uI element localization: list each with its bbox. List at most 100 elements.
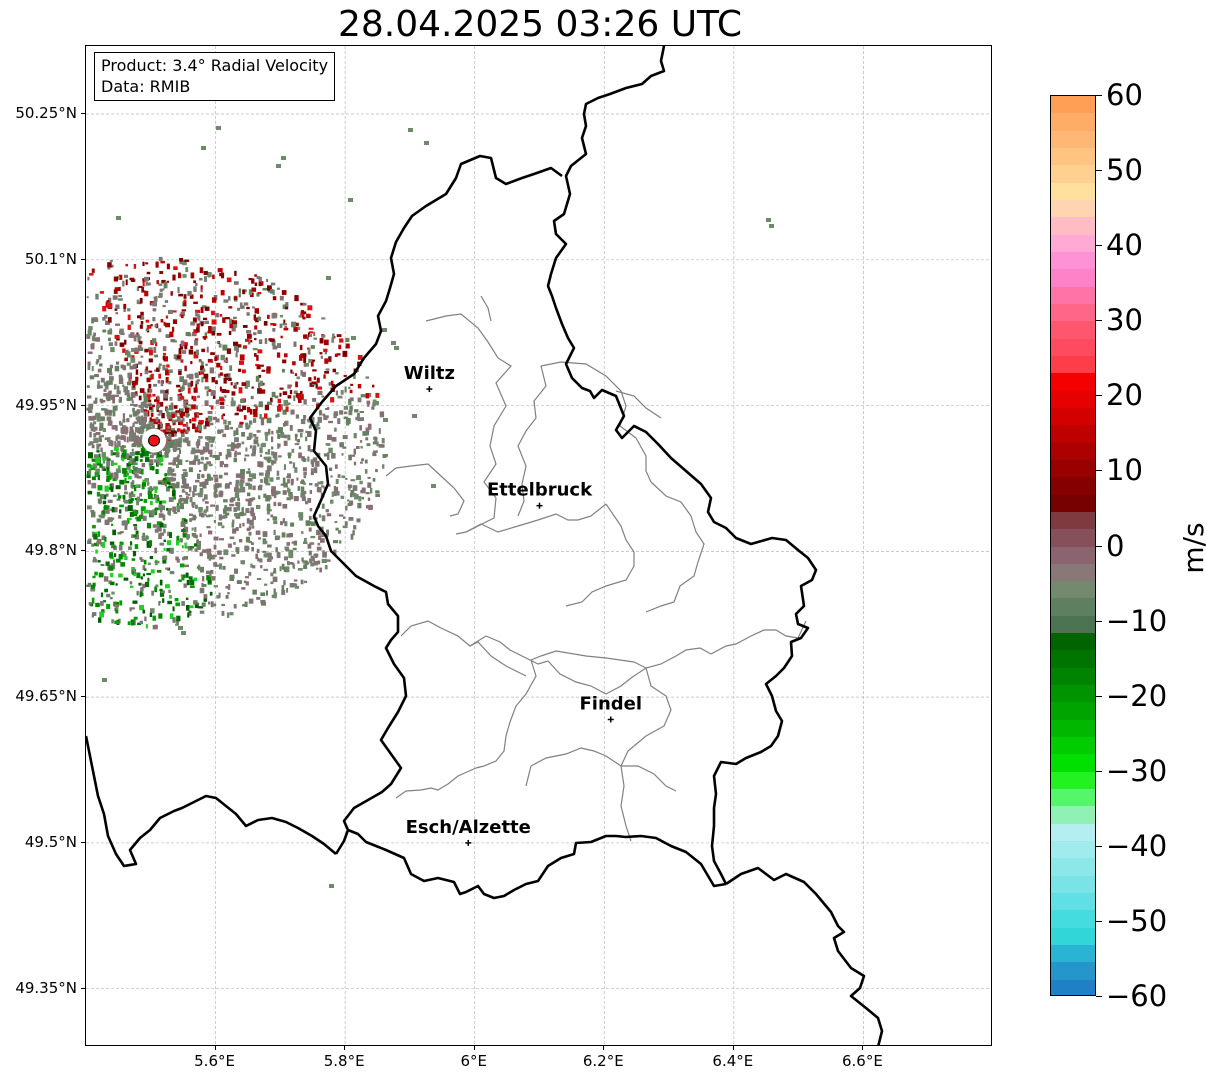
colorbar-segment: [1051, 979, 1095, 995]
colorbar-segment: [1051, 893, 1095, 911]
colorbar-segment: [1051, 702, 1095, 721]
colorbar-segment: [1051, 581, 1095, 600]
latitude-tick-label: 50.1°N: [24, 249, 77, 268]
colorbar-segment: [1051, 165, 1095, 184]
longitude-tick: [603, 1046, 605, 1050]
colorbar-segment: [1051, 529, 1095, 548]
longitude-tick: [862, 1046, 864, 1050]
longitude-tick: [732, 1046, 734, 1050]
colorbar-segment: [1051, 269, 1095, 288]
city-markers: Wiltz Ettelbruck Findel Esch/Alzette: [404, 363, 642, 846]
colorbar-tick: [1096, 695, 1102, 697]
map-canvas[interactable]: Wiltz Ettelbruck Findel Esch/Alzette: [86, 46, 992, 1046]
colorbar-tick: [1096, 95, 1102, 96]
latitude-tick: [81, 696, 85, 698]
colorbar-segment: [1051, 390, 1095, 409]
colorbar-segment: [1051, 199, 1095, 218]
colorbar-segment: [1051, 563, 1095, 582]
colorbar-tick: [1096, 845, 1102, 847]
colorbar-segment: [1051, 286, 1095, 305]
colorbar-tick: [1096, 620, 1102, 622]
city-marker: Findel: [579, 693, 642, 723]
colorbar-tick: [1096, 996, 1102, 997]
colorbar-segment: [1051, 442, 1095, 461]
longitude-tick-label: 6.4°E: [712, 1052, 754, 1070]
colorbar-segment: [1051, 147, 1095, 166]
city-marker: Ettelbruck: [487, 480, 593, 509]
latitude-tick-label: 49.35°N: [15, 978, 77, 997]
longitude-tick-label: 6°E: [460, 1052, 487, 1070]
national-borders: [86, 46, 884, 1045]
colorbar-segment: [1051, 234, 1095, 253]
grid-lines: [86, 46, 991, 1045]
latitude-tick: [81, 113, 85, 115]
colorbar-segment: [1051, 719, 1095, 738]
colorbar-unit-label: m/s: [1177, 522, 1207, 574]
colorbar-tick-label: 0: [1106, 528, 1125, 563]
colorbar-segment: [1051, 546, 1095, 565]
colorbar-segment: [1051, 338, 1095, 357]
longitude-tick-label: 5.6°E: [194, 1052, 235, 1070]
colorbar-segment: [1051, 945, 1095, 963]
colorbar-segment: [1051, 737, 1095, 756]
latitude-tick: [81, 550, 85, 552]
colorbar-segment: [1051, 355, 1095, 374]
velocity-colorbar: [1050, 95, 1096, 996]
colorbar-segment: [1051, 910, 1095, 929]
colorbar-segment: [1051, 806, 1095, 825]
latitude-tick-label: 50.25°N: [15, 104, 77, 123]
colorbar-tick-label: 50: [1106, 153, 1143, 188]
colorbar-segment: [1051, 650, 1095, 669]
colorbar-tick: [1096, 920, 1102, 922]
colorbar-segment: [1051, 407, 1095, 426]
colorbar-tick: [1096, 395, 1102, 397]
colorbar-segment: [1051, 615, 1095, 634]
colorbar-segment: [1051, 875, 1095, 894]
colorbar-segment: [1051, 459, 1095, 478]
city-label: Wiltz: [404, 363, 455, 384]
latitude-tick: [81, 841, 85, 843]
colorbar-tick: [1096, 545, 1102, 547]
colorbar-tick-label: −10: [1106, 603, 1168, 638]
colorbar-segment: [1051, 96, 1095, 114]
colorbar-segment: [1051, 477, 1095, 496]
colorbar-tick: [1096, 470, 1102, 472]
colorbar-segment: [1051, 771, 1095, 790]
colorbar-segment: [1051, 113, 1095, 132]
longitude-tick: [473, 1046, 475, 1050]
colorbar-tick-label: −30: [1106, 753, 1168, 788]
longitude-tick-label: 6.6°E: [842, 1052, 883, 1070]
latitude-tick: [81, 258, 85, 260]
colorbar-segment: [1051, 373, 1095, 392]
colorbar-tick-label: −20: [1106, 678, 1168, 713]
longitude-tick: [214, 1046, 216, 1050]
latitude-tick-label: 49.8°N: [24, 541, 77, 560]
longitude-tick: [344, 1046, 346, 1050]
colorbar-segment: [1051, 130, 1095, 149]
canton-borders: [385, 295, 807, 842]
latitude-tick: [81, 404, 85, 406]
colorbar-tick-label: 10: [1106, 453, 1143, 488]
colorbar-tick-label: 20: [1106, 378, 1143, 413]
colorbar-tick-label: 40: [1106, 228, 1143, 263]
colorbar-segment: [1051, 667, 1095, 686]
latitude-tick-label: 49.5°N: [24, 832, 77, 851]
map-panel[interactable]: Wiltz Ettelbruck Findel Esch/Alzette: [85, 45, 992, 1046]
colorbar-segment: [1051, 182, 1095, 201]
colorbar-segment: [1051, 425, 1095, 444]
data-source-label: Data: RMIB: [101, 77, 191, 96]
radar-site-marker: [148, 434, 161, 447]
page-title: 28.04.2025 03:26 UTC: [337, 4, 743, 45]
city-marker: Esch/Alzette: [406, 817, 531, 846]
colorbar-segment: [1051, 633, 1095, 652]
product-info-box: Product: 3.4° Radial Velocity Data: RMIB: [94, 52, 336, 101]
colorbar-segment: [1051, 789, 1095, 807]
radar-echoes: [86, 126, 774, 888]
colorbar-segment: [1051, 754, 1095, 773]
colorbar-segment: [1051, 598, 1095, 617]
latitude-tick: [81, 987, 85, 989]
longitude-tick-label: 6.2°E: [582, 1052, 624, 1070]
colorbar-segment: [1051, 494, 1095, 513]
colorbar-tick-label: −60: [1106, 979, 1168, 1013]
colorbar-tick-label: −50: [1106, 903, 1168, 938]
